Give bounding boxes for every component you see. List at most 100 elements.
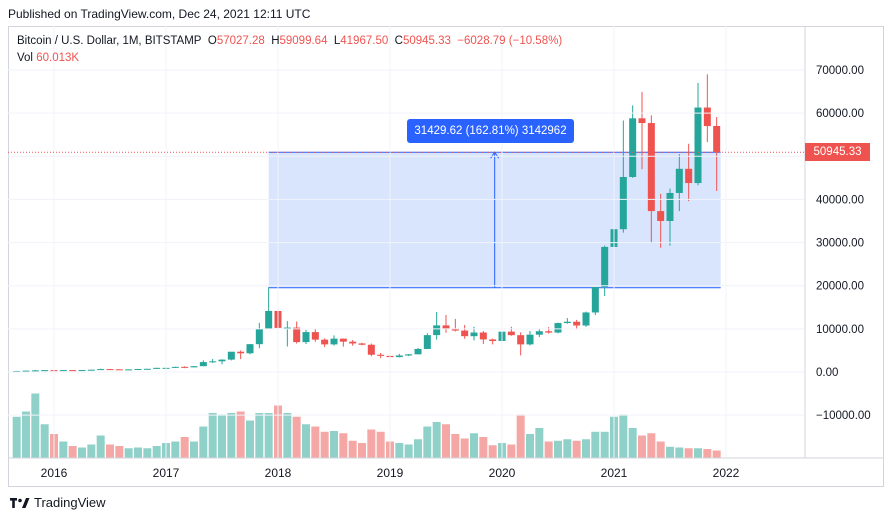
x-tick-label: 2021 — [601, 466, 628, 480]
x-tick-label: 2016 — [41, 466, 68, 480]
volume-bar — [414, 439, 422, 458]
volume-bar — [339, 433, 348, 458]
candle-body — [78, 370, 86, 372]
candle-body — [647, 123, 655, 212]
volume-bar — [488, 445, 497, 458]
candle-body — [339, 338, 347, 342]
candle-body — [377, 354, 385, 356]
candle-body — [115, 369, 123, 371]
volume-bar — [656, 441, 665, 458]
volume-bar — [227, 413, 236, 458]
legend-close: 50945.33 — [402, 35, 451, 47]
candle-body — [143, 368, 151, 370]
candle-body — [218, 359, 226, 362]
candle-body — [125, 369, 133, 371]
candle-body — [713, 125, 721, 153]
last-price-tag: 50945.33 — [805, 143, 870, 161]
volume-bar — [311, 426, 320, 458]
candle-body — [87, 369, 95, 371]
legend-close-label: C — [394, 35, 403, 47]
candle-body — [283, 327, 291, 329]
volume-bar — [246, 420, 254, 458]
candle-body — [367, 344, 375, 355]
candle-body — [442, 325, 450, 329]
volume-bar — [358, 443, 366, 458]
legend-volume: Vol 60.013K — [17, 52, 79, 64]
candle-body — [405, 354, 413, 356]
candle-body — [265, 310, 273, 329]
candle-body — [153, 367, 161, 369]
volume-bar — [96, 435, 105, 458]
candle-body — [507, 331, 515, 336]
volume-bar — [647, 433, 656, 458]
candle-body — [311, 332, 319, 340]
candle-body — [255, 328, 263, 345]
volume-bar — [134, 447, 142, 458]
footer-brand-label: TradingView — [34, 495, 106, 510]
volume-bar — [106, 444, 114, 458]
volume-bar — [87, 444, 96, 458]
published-line: Published on TradingView.com, Dec 24, 20… — [8, 7, 311, 21]
candle-body — [41, 370, 49, 372]
x-tick-label: 2018 — [265, 466, 292, 480]
volume-bar — [218, 414, 226, 458]
volume-bar — [572, 440, 581, 458]
candle-body — [321, 339, 329, 345]
legend-vol-label: Vol — [17, 52, 33, 64]
volume-bar — [516, 414, 525, 458]
volume-bar — [423, 426, 432, 458]
volume-bar — [460, 438, 469, 458]
y-tick-label: 70000.00 — [816, 65, 864, 77]
volume-bar — [31, 393, 40, 458]
candle-body — [246, 344, 254, 354]
tradingview-logo-icon — [10, 497, 30, 508]
volume-bar — [320, 431, 329, 458]
measure-label[interactable]: 31429.62 (162.81%) 3142962 — [407, 119, 574, 143]
candle-body — [423, 335, 431, 349]
chart-frame — [8, 26, 884, 487]
legend-ohlc: Bitcoin / U.S. Dollar, 1M, BITSTAMP O570… — [17, 35, 562, 47]
candle-body — [563, 321, 571, 324]
volume-bar — [59, 441, 68, 458]
candle-body — [199, 362, 207, 367]
volume-bar — [675, 447, 684, 458]
volume-bar — [255, 413, 264, 458]
candle-body — [349, 341, 357, 344]
volume-bar — [330, 431, 338, 458]
candle-body — [293, 327, 301, 343]
candle-body — [470, 332, 478, 337]
footer-brand[interactable]: TradingView — [10, 495, 106, 510]
axes-layer: 70000.0060000.0050000.0040000.0030000.00… — [8, 26, 884, 480]
volume-bar — [666, 446, 674, 458]
volume-bar — [712, 450, 721, 458]
legend-high: 59099.64 — [279, 35, 328, 47]
volume-bar — [582, 439, 590, 458]
candle-body — [433, 325, 441, 336]
legend-high-label: H — [271, 35, 280, 47]
y-tick-label: 10000.00 — [816, 324, 864, 336]
volume-bar — [684, 448, 693, 458]
y-tick-label: 20000.00 — [816, 281, 864, 293]
volume-bar — [302, 424, 310, 458]
volume-bar — [12, 416, 21, 458]
volume-bar — [199, 426, 208, 458]
candle-body — [451, 328, 459, 331]
y-tick-label: 30000.00 — [816, 238, 864, 250]
candle-body — [535, 331, 543, 335]
volume-bar — [367, 429, 376, 458]
volume-bar — [395, 443, 404, 458]
candle-body — [554, 323, 562, 333]
candle-body — [395, 355, 403, 358]
volume-bar — [619, 414, 628, 458]
candle-body — [358, 343, 366, 345]
price-chart[interactable]: 70000.0060000.0050000.0040000.0030000.00… — [8, 26, 884, 487]
candle-body — [181, 366, 189, 368]
candle-body — [22, 370, 30, 372]
volume-bar — [180, 437, 189, 458]
volume-bar — [544, 441, 553, 458]
candle-body — [703, 107, 711, 127]
legend-low-label: L — [333, 35, 341, 47]
y-tick-label: 0.00 — [816, 367, 838, 379]
y-tick-label: 40000.00 — [816, 194, 864, 206]
candle-body — [171, 366, 179, 368]
